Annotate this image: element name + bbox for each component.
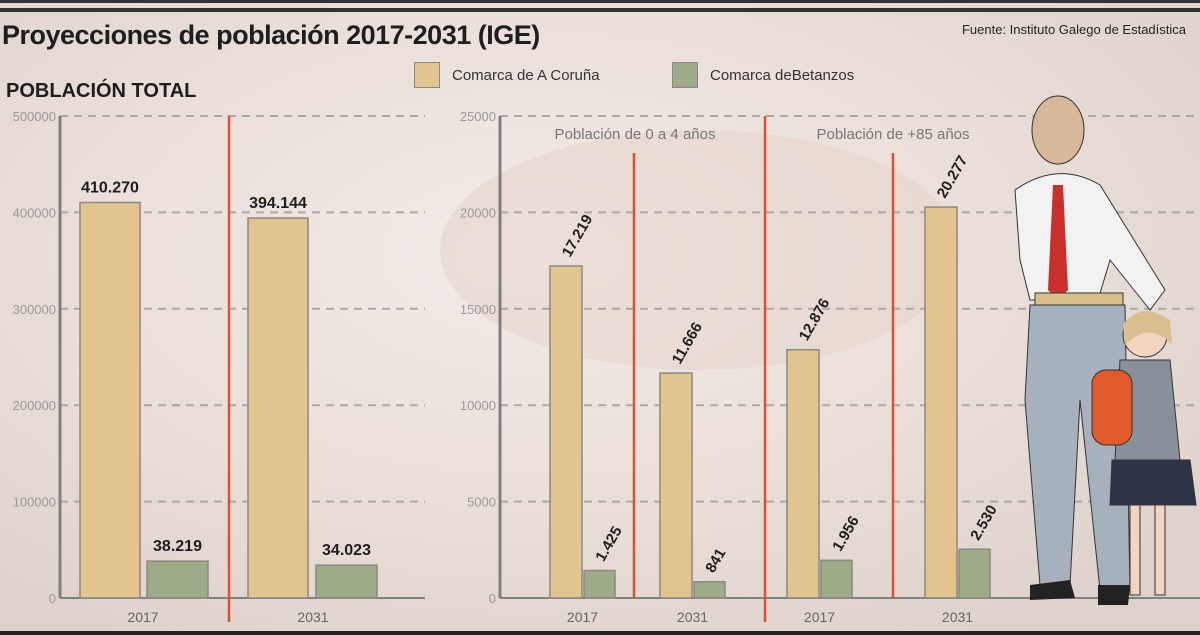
bar	[315, 564, 378, 599]
legend-item-coruna: Comarca de A Coruña	[414, 62, 600, 88]
bar	[549, 265, 583, 599]
y-tick-label: 400000	[13, 205, 56, 220]
group-title: Población de +85 años	[816, 126, 969, 143]
y-tick-label: 0	[489, 591, 496, 606]
bar	[958, 548, 991, 599]
legend-label-coruna: Comarca de A Coruña	[452, 66, 600, 84]
y-tick-label: 25000	[460, 109, 496, 124]
bar	[247, 217, 309, 599]
legend-label-betanzos: Comarca deBetanzos	[710, 66, 855, 84]
y-tick-label: 10000	[460, 398, 496, 413]
top-rule-2	[0, 8, 1200, 12]
bar	[146, 560, 209, 599]
bar	[79, 201, 141, 599]
legend-swatch-betanzos	[672, 62, 698, 88]
legend-item-betanzos: Comarca deBetanzos	[672, 62, 854, 88]
bar-value-label: 394.144	[249, 195, 307, 212]
bar	[693, 581, 726, 599]
y-tick-label: 15000	[460, 302, 496, 317]
man-and-child-illustration	[1014, 95, 1197, 605]
x-tick-label: 2017	[127, 609, 158, 625]
y-tick-label: 300000	[13, 302, 56, 317]
source-note: Fuente: Instituto Galego de Estadística	[961, 22, 1186, 37]
y-tick-label: 20000	[460, 205, 496, 220]
y-tick-label: 5000	[467, 495, 496, 510]
y-tick-label: 200000	[13, 398, 56, 413]
page-title: Proyecciones de población 2017-2031 (IGE…	[2, 20, 540, 50]
bar	[659, 372, 693, 599]
left-chart-title: POBLACIÓN TOTAL	[6, 80, 197, 102]
bar-value-label: 34.023	[322, 542, 371, 559]
bottom-rule	[0, 631, 1200, 635]
x-tick-label: 2017	[567, 609, 598, 625]
y-tick-label: 500000	[13, 109, 56, 124]
x-tick-label: 2031	[297, 609, 328, 625]
top-rule	[0, 0, 1200, 3]
x-tick-label: 2031	[677, 609, 708, 625]
bar-value-label: 38.219	[153, 538, 202, 555]
y-tick-label: 0	[49, 591, 56, 606]
y-tick-label: 100000	[13, 495, 56, 510]
bar	[820, 559, 853, 599]
bar	[924, 206, 958, 599]
x-tick-label: 2031	[942, 609, 973, 625]
bar	[583, 569, 616, 599]
group-title: Población de 0 a 4 años	[555, 126, 716, 143]
bar-value-label: 410.270	[81, 179, 139, 196]
x-tick-label: 2017	[804, 609, 835, 625]
legend-swatch-coruna	[414, 62, 440, 88]
bar	[786, 349, 820, 599]
